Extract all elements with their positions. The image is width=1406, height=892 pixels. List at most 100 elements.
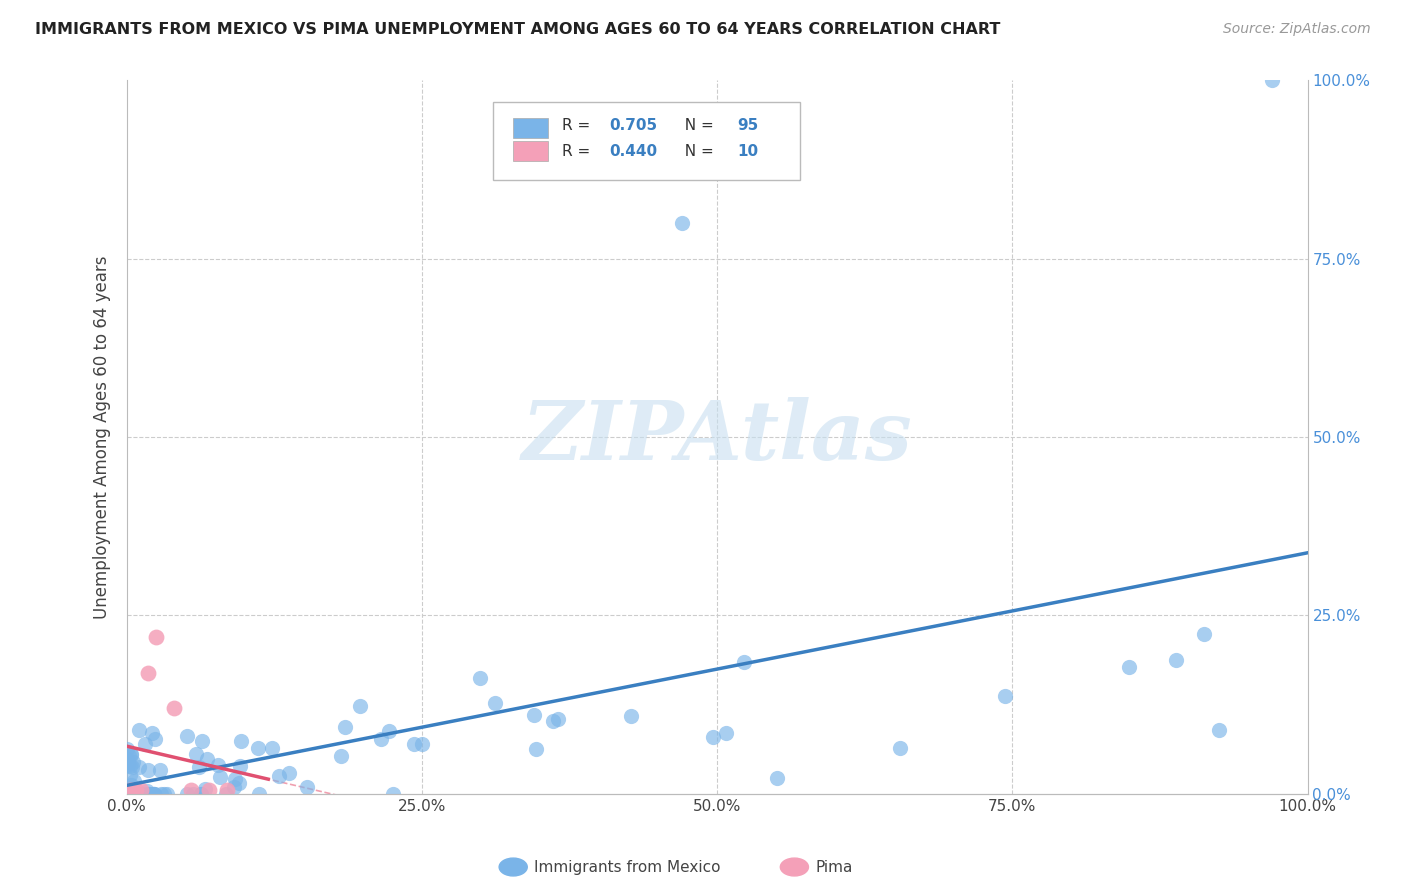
Text: 0.705: 0.705 (610, 118, 658, 133)
Point (120, 783, 142, 797)
Point (329, 748, 352, 763)
Point (349, 698, 371, 713)
Point (224, 780, 246, 794)
Text: Pima: Pima (815, 860, 853, 874)
Point (127, 787, 149, 801)
Point (129, 783, 152, 797)
Text: Source: ZipAtlas.com: Source: ZipAtlas.com (1223, 22, 1371, 37)
Point (229, 759, 252, 773)
Point (136, 763, 159, 777)
Point (889, 741, 911, 756)
Text: R =: R = (562, 118, 596, 133)
Point (122, 755, 145, 769)
Point (117, 787, 139, 801)
FancyBboxPatch shape (513, 141, 548, 161)
Point (766, 771, 789, 785)
Point (733, 656, 755, 670)
Point (138, 787, 160, 801)
Point (228, 775, 250, 789)
Point (714, 726, 737, 740)
Point (122, 787, 145, 801)
Point (198, 783, 221, 797)
Point (115, 758, 138, 772)
Text: N =: N = (675, 145, 718, 159)
Point (120, 747, 142, 761)
Circle shape (499, 858, 527, 876)
Text: Immigrants from Mexico: Immigrants from Mexico (534, 860, 721, 874)
Point (231, 734, 253, 748)
Point (190, 787, 212, 801)
Point (142, 787, 165, 801)
FancyBboxPatch shape (513, 118, 548, 138)
Text: R =: R = (562, 145, 596, 159)
Point (125, 783, 148, 797)
Point (145, 630, 167, 644)
Point (224, 772, 246, 787)
Point (381, 787, 404, 801)
Point (176, 787, 198, 801)
Point (260, 741, 283, 756)
Point (547, 712, 569, 726)
Point (142, 787, 165, 801)
Point (129, 787, 152, 801)
Text: 0.440: 0.440 (610, 145, 658, 159)
Point (117, 756, 139, 770)
Point (122, 774, 145, 789)
Point (247, 741, 270, 756)
Point (163, 701, 186, 715)
Point (1208, 723, 1230, 737)
Point (208, 770, 231, 784)
Point (128, 723, 150, 737)
Point (120, 758, 142, 772)
Point (115, 752, 138, 766)
Point (190, 733, 212, 747)
Point (120, 778, 142, 792)
Point (1261, 73, 1284, 87)
Text: ZIPAtlas: ZIPAtlas (522, 397, 912, 477)
Text: 95: 95 (737, 118, 758, 133)
Point (121, 787, 143, 801)
FancyBboxPatch shape (492, 102, 800, 180)
Point (124, 787, 146, 801)
Point (524, 742, 547, 756)
Point (1118, 660, 1140, 674)
Point (333, 720, 356, 734)
Point (117, 787, 139, 801)
Point (134, 737, 156, 751)
Point (136, 665, 159, 680)
Point (121, 787, 143, 801)
Point (184, 747, 207, 761)
Point (278, 766, 301, 780)
Point (135, 784, 157, 798)
Point (150, 787, 173, 801)
Point (120, 748, 142, 763)
Point (411, 737, 433, 751)
Point (115, 787, 138, 801)
Text: 10: 10 (737, 145, 758, 159)
Point (994, 689, 1017, 703)
Point (267, 770, 290, 784)
Point (141, 787, 163, 801)
Point (141, 726, 163, 740)
Point (671, 216, 693, 230)
Point (468, 671, 491, 685)
Point (118, 748, 141, 763)
Point (121, 760, 143, 774)
Point (215, 787, 238, 801)
Point (195, 752, 218, 766)
Point (135, 787, 157, 801)
Point (402, 738, 425, 752)
Point (152, 787, 174, 801)
Point (117, 787, 139, 801)
Point (122, 787, 145, 801)
Text: IMMIGRANTS FROM MEXICO VS PIMA UNEMPLOYMENT AMONG AGES 60 TO 64 YEARS CORRELATIO: IMMIGRANTS FROM MEXICO VS PIMA UNEMPLOYM… (35, 22, 1001, 37)
Point (176, 729, 198, 743)
Point (1164, 653, 1187, 667)
Point (295, 780, 318, 795)
Point (148, 763, 170, 777)
Point (118, 767, 141, 781)
Point (180, 783, 202, 797)
Point (181, 787, 204, 801)
Point (187, 760, 209, 774)
Point (156, 787, 179, 801)
